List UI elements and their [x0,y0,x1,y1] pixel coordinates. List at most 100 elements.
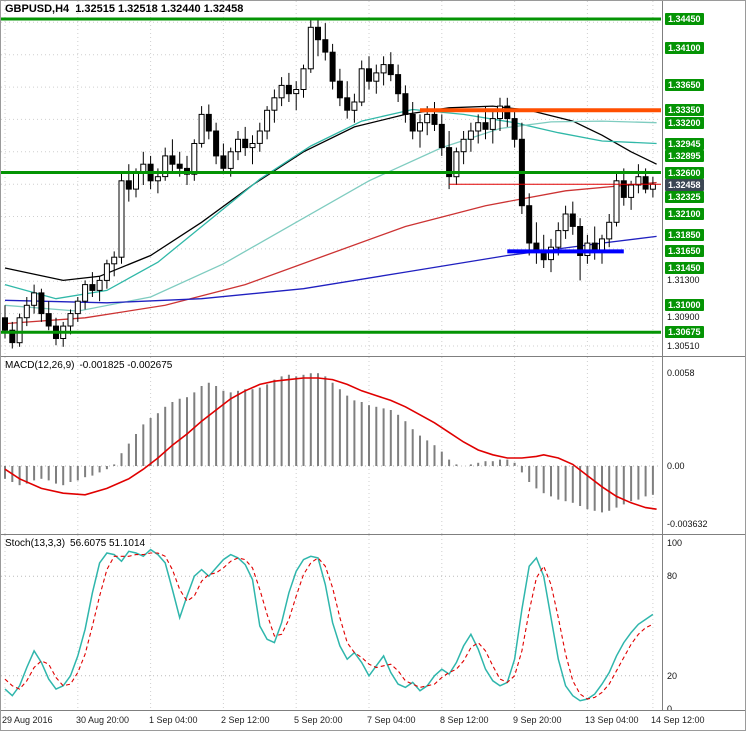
candle-body [256,130,263,144]
candle-body [329,51,336,82]
candle-body [402,93,409,115]
candle-body [133,172,139,190]
ma-line-teal-slow-ema [4,120,657,312]
panel-divider [1,710,745,711]
candle-body [395,74,402,95]
macd-axis-label: -0.003632 [667,519,708,529]
candle-body [628,184,635,198]
candle-body [475,122,482,132]
candle-body [198,113,205,144]
price-level-badge: 1.33350 [665,104,704,116]
candle-body [380,64,387,74]
candle-body [460,138,467,153]
candle-body [176,163,183,169]
macd-signal-line [4,377,657,510]
price-level-badge: 1.31000 [665,299,704,311]
candle-body [569,213,576,227]
candle-body [351,101,358,111]
candle-body [38,292,45,315]
main-chart-panel[interactable]: GBPUSD,H4 1.32515 1.32518 1.32440 1.32458 [1,1,662,356]
candle-body [249,143,256,149]
candle-body [322,39,329,53]
candle-body [285,84,292,95]
candle-body [584,242,591,257]
time-axis-label: 30 Aug 20:00 [76,715,130,725]
price-level-badge: 1.34100 [665,42,704,54]
candle-body [307,26,314,70]
candle-body [635,176,642,186]
macd-name-label: MACD(12,26,9) [5,360,75,371]
time-axis-label: 13 Sep 04:00 [585,715,639,725]
candle-body [96,279,103,291]
price-level-badge: 1.32895 [665,150,704,162]
candle-body [562,213,569,232]
candle-body [111,256,118,265]
macd-axis-label: 0.00 [667,461,685,471]
current-price-badge: 1.32458 [665,179,704,191]
candle-body [315,26,321,41]
candle-body [205,113,212,132]
stochastic-chart[interactable] [1,535,662,710]
candle-body [235,138,241,153]
price-level-badge: 1.32600 [665,167,704,179]
candle-body [45,313,52,327]
candle-body [453,151,460,178]
ma-line-teal-fast-ema [4,108,657,300]
stoch-indicator-label: Stoch(13,3,3) 56.6075 51.1014 [5,538,145,549]
price-level-badge: 1.32325 [665,191,704,203]
candle-body [227,151,234,169]
candle-body [300,68,307,91]
candle-body [293,89,300,95]
stochastic-panel[interactable] [1,535,662,710]
candle-body [191,143,198,175]
candle-body [606,221,613,240]
macd-panel[interactable] [1,357,662,534]
candle-body [103,263,110,281]
stoch-k-line [4,548,654,702]
stoch-axis-label: 0 [667,704,673,714]
price-level-badge: 1.32100 [665,208,704,220]
candle-body [16,317,23,344]
candle-body [344,97,351,111]
macd-axis-label: 0.0058 [667,368,695,378]
stoch-d-line [4,552,654,700]
candle-body [511,118,518,140]
candle-body [67,313,74,327]
time-axis-label: 14 Sep 12:00 [651,715,705,725]
candle-body [242,138,249,149]
candle-body [220,155,227,169]
stoch-values: 56.6075 51.1014 [70,538,146,549]
candle-body [264,109,271,132]
candle-body [23,304,30,319]
stoch-axis-label: 100 [667,538,683,548]
time-axis-label: 5 Sep 20:00 [294,715,343,725]
candle-body [446,147,453,178]
candle-body [438,123,445,149]
candle-body [154,176,161,182]
candle-body [642,176,649,190]
ohlc-readout: 1.32515 1.32518 1.32440 1.32458 [75,3,244,15]
stoch-axis-label: 80 [667,571,678,581]
candle-body [649,183,656,190]
time-axis[interactable]: 29 Aug 2016 30 Aug 20:00 1 Sep 04:00 2 Sep … [1,711,745,730]
time-axis-label: 7 Sep 04:00 [367,715,416,725]
candle-body [74,300,81,315]
macd-histogram [4,373,654,513]
candles-group [2,19,656,349]
candle-body [336,80,343,99]
panel-divider [1,356,745,357]
candle-body [278,84,285,99]
candle-body [526,205,533,244]
candle-body [482,122,489,130]
price-level-badge: 1.33200 [665,117,704,129]
price-axis[interactable]: 1.34450 1.34100 1.33650 1.33350 1.33200 1.329… [662,1,745,714]
candlestick-chart[interactable] [1,1,662,356]
macd-chart[interactable] [1,357,662,534]
stoch-name-label: Stoch(13,3,3) [5,538,66,549]
price-level-badge: 1.31450 [665,262,704,274]
time-axis-label: 8 Sep 12:00 [440,715,489,725]
candle-body [467,130,474,140]
candle-body [366,68,372,82]
price-level-badge: 1.32945 [665,138,704,150]
price-level-badge: 1.30675 [665,326,704,338]
